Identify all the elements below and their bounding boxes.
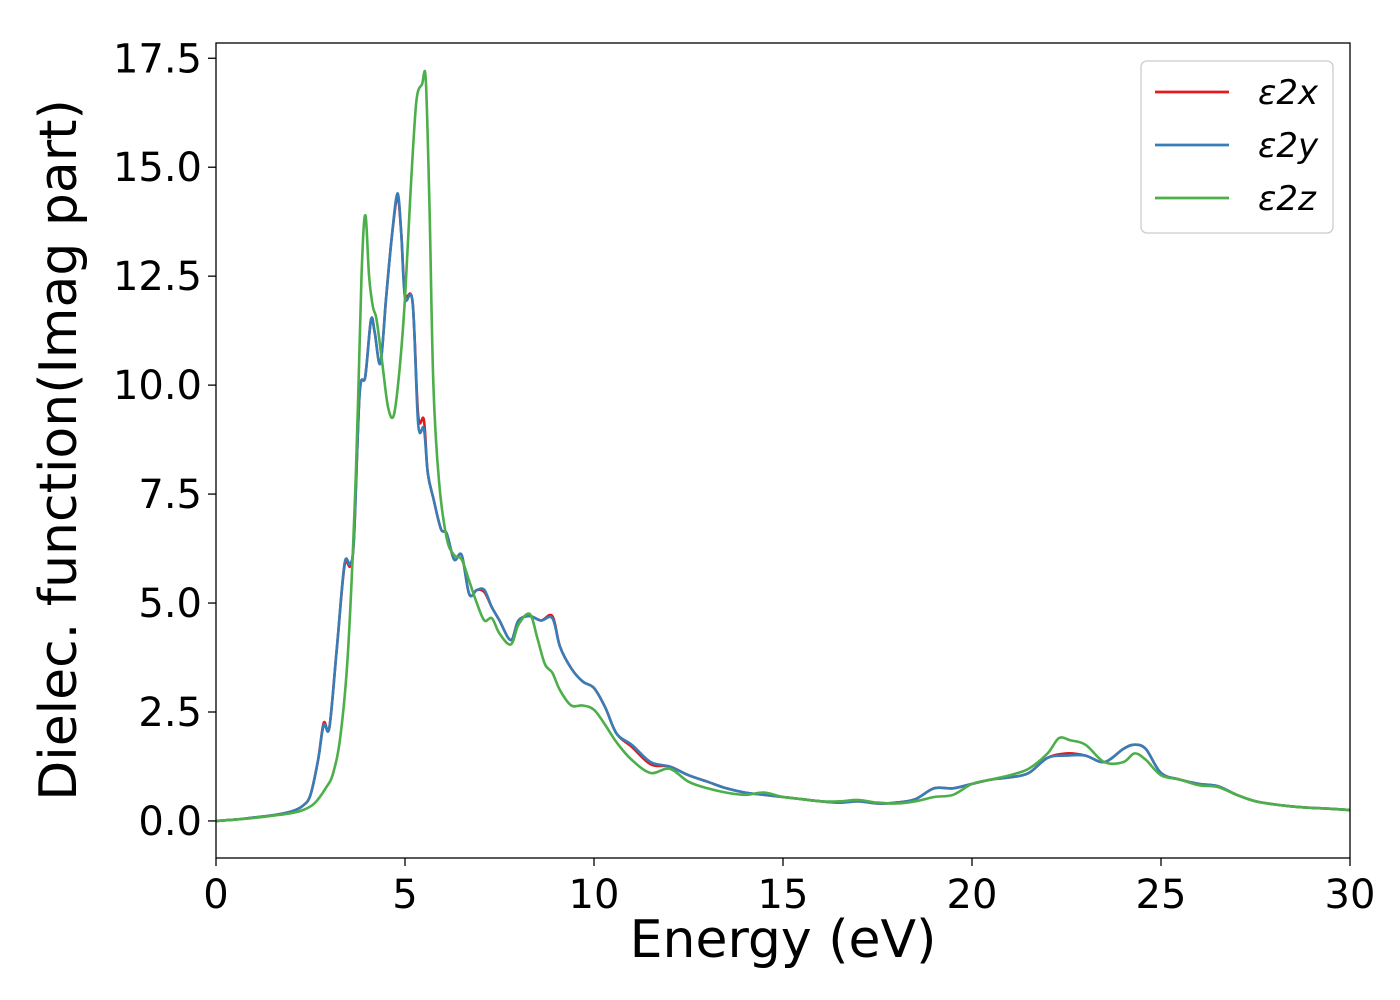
- x-tick-label: 25: [1136, 872, 1187, 918]
- x-axis-title: Energy (eV): [630, 910, 937, 970]
- series-line-2: [215, 69, 1351, 823]
- y-tick-label: 5.0: [138, 581, 202, 627]
- series-layer: [215, 69, 1351, 823]
- series-line-1: [215, 192, 1351, 823]
- y-axis-title: Dielec. function(Imag part): [29, 99, 89, 801]
- x-tick-label: 30: [1325, 872, 1376, 918]
- y-tick-label: 7.5: [138, 472, 202, 518]
- y-tick-label: 2.5: [138, 690, 202, 736]
- legend-label-0: ε2x: [1258, 73, 1319, 113]
- x-tick-label: 20: [947, 872, 998, 918]
- legend-frame: [1140, 60, 1334, 234]
- y-axis: 0.0 2.5 5.0 7.5 10.0 12.5 15.0 17.5: [113, 36, 216, 845]
- y-tick-label: 12.5: [113, 254, 202, 300]
- y-tick-label: 0.0: [138, 799, 202, 845]
- x-tick-label: 5: [392, 872, 417, 918]
- x-tick-label: 0: [203, 872, 228, 918]
- x-tick-label: 15: [758, 872, 809, 918]
- y-tick-label: 15.0: [113, 145, 202, 191]
- x-axis: 0 5 10 15 20 25 30: [203, 858, 1375, 918]
- legend: ε2x ε2y ε2z: [1140, 60, 1334, 234]
- x-tick-label: 10: [569, 872, 620, 918]
- legend-label-2: ε2z: [1258, 179, 1317, 219]
- legend-label-1: ε2y: [1258, 126, 1319, 166]
- y-tick-label: 17.5: [113, 36, 202, 82]
- y-tick-label: 10.0: [113, 363, 202, 409]
